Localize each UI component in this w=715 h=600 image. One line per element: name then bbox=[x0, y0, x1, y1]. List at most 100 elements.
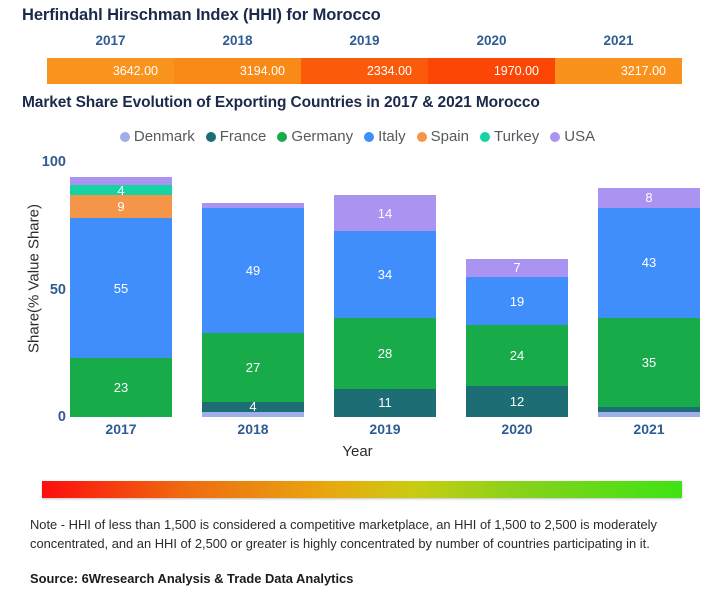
legend-item-germany[interactable]: Germany bbox=[277, 128, 353, 145]
bar-segment-value: 49 bbox=[245, 262, 261, 278]
x-tick-label: 2017 bbox=[105, 421, 137, 437]
bar-column-2017[interactable]: 23 55 9 4 bbox=[70, 162, 172, 417]
legend-item-usa[interactable]: USA bbox=[550, 128, 595, 145]
y-axis-ticks: 0 50 100 bbox=[18, 154, 66, 425]
legend-item-turkey[interactable]: Turkey bbox=[479, 128, 540, 145]
bar-segment-germany[interactable]: 24 bbox=[466, 325, 568, 387]
legend-swatch-icon bbox=[416, 131, 427, 142]
hhi-value-segment: 3194.00 bbox=[174, 58, 301, 84]
hhi-value-label: 2334.00 bbox=[366, 64, 412, 78]
legend-item-spain[interactable]: Spain bbox=[416, 128, 469, 145]
legend-swatch-icon bbox=[364, 131, 375, 142]
x-tick-label: 2021 bbox=[633, 421, 665, 437]
bar-segment-value: 55 bbox=[113, 280, 129, 296]
bar-segment-usa[interactable]: 7 bbox=[466, 258, 568, 277]
bar-stack: 4 27 49 bbox=[202, 202, 304, 417]
hhi-year-label: 2021 bbox=[603, 33, 634, 48]
bar-segment-value: 24 bbox=[509, 348, 525, 364]
bar-stack: 23 55 9 4 bbox=[70, 177, 172, 417]
x-tick-label: 2019 bbox=[369, 421, 401, 437]
market-share-title: Market Share Evolution of Exporting Coun… bbox=[22, 94, 540, 111]
bar-column-2020[interactable]: 12 24 19 7 bbox=[466, 162, 568, 417]
legend-label: Germany bbox=[291, 128, 354, 145]
bar-segment-germany[interactable]: 23 bbox=[70, 358, 172, 417]
hhi-value-segment: 1970.00 bbox=[428, 58, 555, 84]
bar-segment-value: 4 bbox=[117, 184, 125, 196]
bar-segment-germany[interactable]: 27 bbox=[202, 332, 304, 402]
legend-item-denmark[interactable]: Denmark bbox=[119, 128, 195, 145]
bar-stack: 12 24 19 7 bbox=[466, 258, 568, 417]
bar-column-2019[interactable]: 11 28 34 14 bbox=[334, 162, 436, 417]
hhi-title: Herfindahl Hirschman Index (HHI) for Mor… bbox=[22, 6, 381, 24]
hhi-value-bar: 3642.00 3194.00 2334.00 1970.00 3217.00 bbox=[47, 58, 682, 84]
hhi-year-label: 2020 bbox=[476, 33, 507, 48]
bar-segment-value: 23 bbox=[113, 380, 129, 396]
hhi-value-segment: 3217.00 bbox=[555, 58, 682, 84]
hhi-gradient-scale bbox=[42, 481, 682, 498]
legend-label: USA bbox=[564, 128, 596, 145]
hhi-year-label: 2018 bbox=[222, 33, 253, 48]
bar-stack: 11 28 34 14 bbox=[334, 195, 436, 417]
plot-area: Share(% Value Share) 0 50 100 23 55 9 4 4 27 49 1… bbox=[0, 154, 715, 460]
bar-segment-value: 19 bbox=[509, 293, 525, 309]
bar-segment-value: 8 bbox=[645, 190, 653, 206]
hhi-value-label: 1970.00 bbox=[493, 64, 539, 78]
legend-swatch-icon bbox=[277, 131, 288, 142]
hhi-year-label: 2019 bbox=[349, 33, 380, 48]
bar-segment-france[interactable] bbox=[598, 406, 700, 412]
bar-segment-germany[interactable]: 35 bbox=[598, 317, 700, 407]
hhi-year-labels: 2017 2018 2019 2020 2021 bbox=[47, 33, 682, 48]
bar-stack: 35 43 8 bbox=[598, 187, 700, 417]
bar-segment-value: 27 bbox=[245, 359, 261, 375]
bar-segment-spain[interactable]: 9 bbox=[70, 195, 172, 219]
bar-segment-value: 9 bbox=[117, 199, 125, 215]
legend-label: Spain bbox=[430, 128, 469, 145]
bar-column-2021[interactable]: 35 43 8 bbox=[598, 162, 700, 417]
chart-legend: Denmark France Germany Italy Spain Turkey USA bbox=[0, 128, 715, 145]
bar-segment-value: 35 bbox=[641, 354, 657, 370]
bar-segment-value: 28 bbox=[377, 345, 393, 361]
bar-segment-usa[interactable] bbox=[202, 202, 304, 208]
bar-segment-value: 12 bbox=[509, 394, 525, 410]
bar-segment-italy[interactable]: 49 bbox=[202, 207, 304, 333]
hhi-value-segment: 2334.00 bbox=[301, 58, 428, 84]
hhi-year-label: 2017 bbox=[95, 33, 126, 48]
y-tick-label: 50 bbox=[49, 281, 66, 298]
bar-segment-usa[interactable]: 14 bbox=[334, 195, 436, 231]
legend-item-france[interactable]: France bbox=[205, 128, 266, 145]
legend-item-italy[interactable]: Italy bbox=[364, 128, 406, 145]
legend-swatch-icon bbox=[479, 131, 490, 142]
y-tick-label: 100 bbox=[41, 154, 66, 170]
bar-segment-value: 14 bbox=[377, 205, 393, 221]
bar-segment-italy[interactable]: 19 bbox=[466, 276, 568, 326]
bar-segment-france[interactable]: 11 bbox=[334, 388, 436, 417]
x-axis-ticks: 2017 2018 2019 2020 2021 bbox=[70, 421, 700, 437]
bar-segment-usa[interactable]: 8 bbox=[598, 187, 700, 208]
bar-segment-germany[interactable]: 28 bbox=[334, 317, 436, 389]
hhi-value-label: 3217.00 bbox=[620, 64, 666, 78]
hhi-value-segment: 3642.00 bbox=[47, 58, 174, 84]
bar-segment-value: 4 bbox=[249, 401, 257, 412]
x-tick-label: 2020 bbox=[501, 421, 533, 437]
hhi-value-label: 3194.00 bbox=[239, 64, 285, 78]
legend-swatch-icon bbox=[205, 131, 216, 142]
bar-segment-france[interactable]: 4 bbox=[202, 401, 304, 412]
bar-column-2018[interactable]: 4 27 49 bbox=[202, 162, 304, 417]
legend-label: Turkey bbox=[493, 128, 540, 145]
bar-segment-usa[interactable] bbox=[70, 177, 172, 185]
legend-swatch-icon bbox=[550, 131, 561, 142]
bar-segment-value: 34 bbox=[377, 266, 393, 282]
legend-swatch-icon bbox=[119, 131, 130, 142]
bar-segment-denmark[interactable] bbox=[598, 411, 700, 417]
bar-segment-italy[interactable]: 34 bbox=[334, 230, 436, 318]
stacked-bars: 23 55 9 4 4 27 49 11 28 34 14 12 24 19 7 35 43 8 bbox=[70, 162, 700, 417]
source-text: Source: 6Wresearch Analysis & Trade Data… bbox=[30, 571, 354, 586]
bar-segment-turkey[interactable]: 4 bbox=[70, 184, 172, 196]
bar-segment-italy[interactable]: 55 bbox=[70, 218, 172, 359]
bar-segment-italy[interactable]: 43 bbox=[598, 207, 700, 318]
hhi-value-label: 3642.00 bbox=[112, 64, 158, 78]
bar-segment-france[interactable]: 12 bbox=[466, 386, 568, 417]
bar-segment-denmark[interactable] bbox=[202, 411, 304, 417]
x-axis-title: Year bbox=[342, 443, 373, 460]
